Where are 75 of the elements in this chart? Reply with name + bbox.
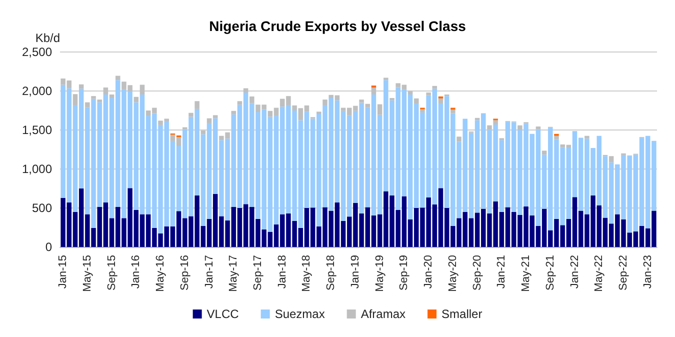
x-tick-label: Sep-19 [398, 255, 410, 290]
x-tick-label: Jan-22 [568, 255, 581, 289]
x-tick-label: Jan-23 [642, 255, 654, 289]
x-tick-label: Jan-20 [422, 255, 435, 289]
x-tick-label: Sep-16 [178, 255, 191, 290]
bar [231, 110, 236, 114]
bar [97, 100, 102, 102]
bar [487, 125, 492, 130]
y-tick-label: 1,500 [22, 123, 52, 137]
x-tick-label: Sep-17 [252, 255, 264, 290]
x-tick-label: May-18 [300, 255, 313, 292]
x-tick-label: May-16 [154, 255, 167, 292]
bar [518, 125, 522, 130]
legend-label: Suezmax [274, 307, 325, 321]
bar [450, 110, 456, 114]
bar [322, 100, 328, 106]
bar [608, 156, 614, 162]
bar [542, 150, 547, 155]
bar [212, 115, 218, 118]
bar [474, 118, 480, 120]
bar [72, 94, 78, 106]
bar [85, 102, 90, 108]
x-tick-label: Sep-20 [471, 255, 484, 290]
bar [250, 96, 254, 104]
bar [420, 109, 425, 112]
bar [359, 100, 364, 103]
y-tick-label: 0 [45, 240, 52, 254]
x-tick-label: Sep-22 [617, 255, 630, 290]
bar [91, 96, 96, 99]
bar [365, 104, 370, 108]
bar [237, 101, 242, 105]
bar [456, 136, 462, 142]
x-tick-label: Jan-15 [57, 255, 70, 289]
y-tick-label: 500 [32, 201, 52, 215]
bar [188, 112, 194, 117]
x-tick-label: Jan-17 [203, 255, 216, 289]
bar [134, 96, 139, 102]
x-tick-label: Jan-18 [276, 255, 288, 289]
bar [103, 87, 108, 95]
x-tick-label: Sep-21 [544, 255, 556, 290]
x-tick-label: May-22 [593, 255, 606, 292]
legend-label: VLCC [206, 307, 240, 321]
bar [206, 118, 212, 123]
y-tick-label: 1,000 [22, 162, 52, 176]
bar [371, 87, 376, 95]
chart-title: Nigeria Crude Exports by Vessel Class [209, 18, 466, 34]
bar [554, 136, 559, 140]
bar [140, 84, 145, 95]
x-tick-label: May-15 [81, 255, 94, 292]
x-tick-label: May-20 [446, 255, 459, 292]
bar [384, 78, 388, 80]
bar [200, 130, 206, 134]
y-axis-title: Kb/d [35, 31, 60, 45]
x-tick-label: May-17 [228, 255, 240, 292]
x-tick-label: Jan-16 [130, 255, 142, 289]
bar [194, 101, 200, 109]
x-tick-label: May-21 [520, 255, 532, 292]
bar [584, 136, 590, 139]
bar [316, 112, 322, 114]
legend-label: Smaller [442, 307, 482, 321]
x-tick-label: May-19 [374, 255, 386, 292]
x-tick-label: Sep-15 [106, 255, 118, 290]
x-tick-label: Sep-18 [325, 255, 338, 290]
bar [426, 92, 431, 96]
y-tick-label: 2,000 [22, 84, 52, 98]
bar [438, 98, 444, 104]
bar [493, 120, 498, 125]
y-tick-label: 2,500 [22, 45, 52, 59]
bar [414, 98, 419, 104]
bar [408, 91, 413, 95]
legend-label: Aframax [360, 307, 406, 321]
bar [109, 94, 114, 98]
bar [377, 104, 382, 115]
x-tick-label: Jan-19 [349, 255, 362, 289]
x-tick-label: Jan-21 [496, 255, 508, 289]
